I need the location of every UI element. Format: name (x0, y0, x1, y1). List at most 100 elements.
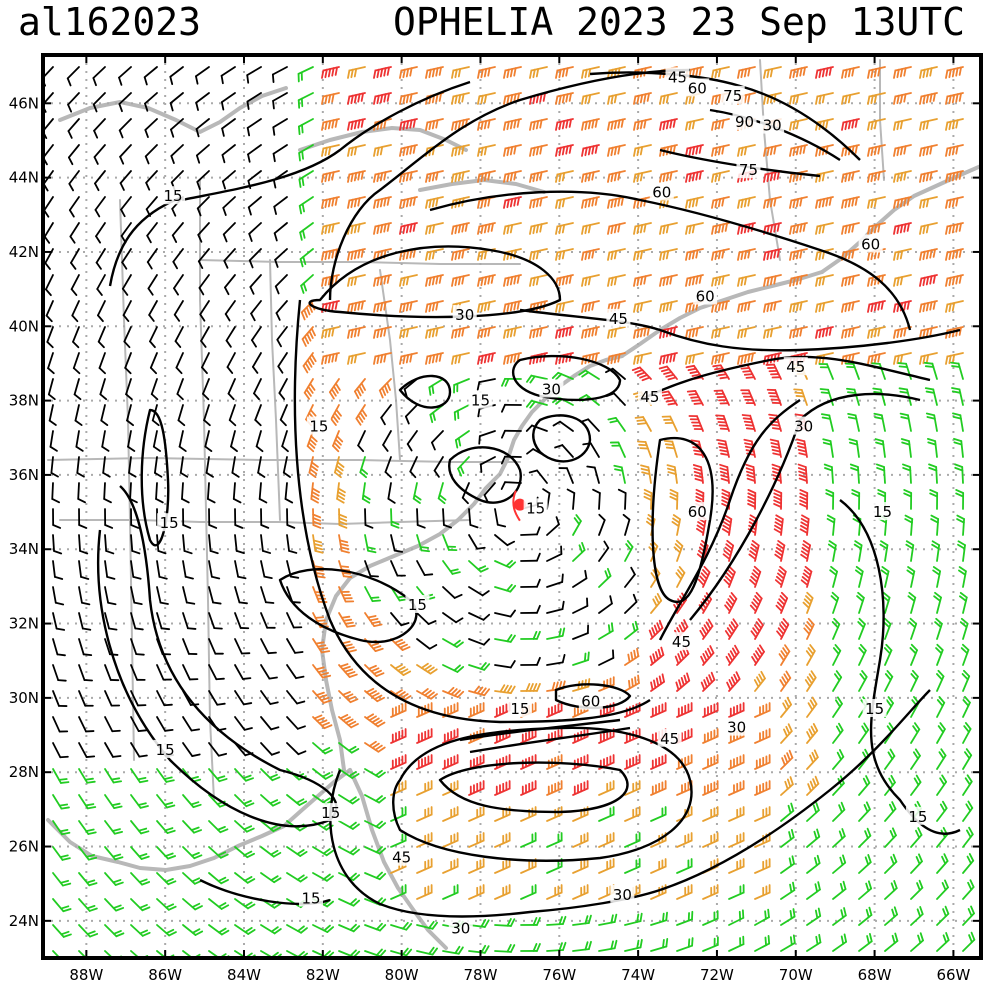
lat-label: 34N (9, 540, 39, 558)
wind-barb (78, 716, 95, 733)
wind-barb (935, 643, 944, 666)
contour-label: 15 (160, 514, 179, 532)
wind-barb (390, 728, 407, 744)
wind-barb (182, 820, 203, 834)
wind-barb (52, 820, 71, 836)
wind-barb (598, 858, 615, 874)
wind-barb (919, 92, 938, 105)
wind-barb (149, 352, 158, 375)
wind-barb (468, 586, 490, 597)
wind-barb (208, 768, 228, 783)
contour-labels: 15 15 15 15 15 15 15 15 15 15 15 15 15 30 30 30 30 30 30 30… (153, 67, 930, 937)
wind-barb (78, 638, 93, 657)
lat-label: 26N (9, 838, 39, 856)
wind-barb (945, 118, 964, 131)
wind-barb (919, 196, 938, 209)
wind-barb (945, 196, 964, 209)
wind-barb (182, 794, 202, 809)
wind-barb (425, 118, 444, 131)
wind-barb (255, 430, 264, 453)
wind-barb (156, 794, 176, 809)
wind-barb (409, 456, 418, 479)
wind-barb (312, 924, 335, 933)
wind-barb (364, 586, 382, 603)
contour-label: 15 (164, 187, 183, 205)
wind-barb (659, 300, 678, 313)
lat-label: 24N (9, 912, 39, 930)
wind-barb (234, 534, 245, 555)
wind-barb (104, 716, 121, 733)
wind-barb (884, 801, 897, 822)
contour-label: 15 (321, 804, 340, 822)
wind-barb (749, 591, 763, 614)
wind-barb (789, 66, 808, 79)
lon-label: 88W (69, 966, 103, 984)
wind-barb (338, 534, 350, 554)
wind-barb (780, 776, 794, 796)
wind-barb (195, 66, 210, 85)
wind-barb (119, 170, 132, 191)
wind-barb (952, 412, 964, 432)
wind-barb (823, 463, 834, 484)
wind-barb (49, 430, 58, 452)
wind-barb (700, 645, 715, 666)
wind-barb (364, 820, 387, 829)
wind-barb (67, 92, 80, 113)
wind-barb (347, 274, 366, 287)
wind-barb (257, 456, 266, 478)
wind-barb (910, 722, 921, 744)
wind-barb (872, 387, 886, 406)
contour-label: 45 (786, 358, 805, 376)
wind-barb (633, 274, 652, 287)
wind-barb (763, 274, 782, 287)
wind-barb (613, 464, 626, 484)
wind-barb (118, 66, 132, 86)
wind-barb (780, 802, 795, 822)
wind-barb (234, 820, 255, 833)
wind-barb (286, 794, 308, 806)
wind-barb (494, 559, 517, 569)
wind-barb (334, 456, 345, 479)
wind-barb (147, 274, 158, 296)
wind-barb (711, 144, 730, 157)
wind-barb (468, 662, 491, 671)
wind-barb (338, 898, 361, 907)
wind-barb (529, 274, 548, 287)
isotach-60-se-loop (438, 761, 629, 814)
wind-barb (598, 649, 615, 666)
wind-barb (234, 872, 256, 884)
wind-barb (685, 196, 704, 209)
wind-barb (130, 664, 146, 681)
wind-barb (702, 702, 719, 718)
wind-barb (858, 722, 870, 744)
wind-barb (442, 728, 459, 744)
wind-barb (425, 274, 444, 287)
wind-barb (858, 906, 873, 926)
wind-barb (494, 858, 511, 874)
wind-barb (156, 612, 171, 631)
wind-barb (276, 326, 288, 348)
wind-barb (347, 66, 366, 79)
storm-id-label: al162023 (18, 0, 202, 44)
wind-barb (676, 702, 693, 718)
wind-barb (390, 921, 413, 931)
wind-barb (416, 754, 433, 770)
wind-barb (301, 326, 316, 347)
storm-center-layer (512, 490, 526, 522)
wind-barb (66, 66, 80, 87)
wind-barb (128, 456, 137, 478)
wind-barb (96, 274, 106, 296)
contour-label: 15 (156, 741, 175, 759)
wind-barb (399, 222, 418, 235)
wind-barb (685, 248, 704, 261)
wind-barb (130, 768, 149, 784)
wind-barb (77, 482, 86, 504)
wind-barb (832, 722, 844, 744)
lon-label: 86W (148, 966, 182, 984)
wind-barb (867, 144, 886, 157)
wind-barb (286, 742, 307, 756)
wind-barb (143, 66, 158, 86)
contour-label: 45 (672, 633, 691, 651)
wind-barb (72, 326, 80, 349)
wind-barb (893, 352, 912, 365)
